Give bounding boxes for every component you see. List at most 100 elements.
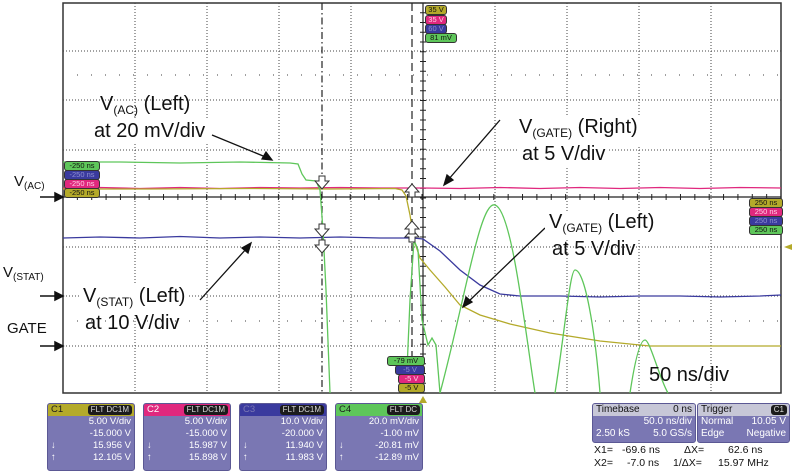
label-name: V (14, 173, 25, 190)
measure-value: 15.898 V (188, 452, 227, 463)
annot-sub: (STAT) (96, 295, 134, 309)
trace-c4-oscillation (439, 204, 669, 394)
channel-header: C3 FLT DC1M (240, 404, 326, 416)
channel-panel-c3[interactable]: C3 FLT DC1M 10.0 V/div -20.000 V ↓ 11.940 V ↑ 1… (239, 403, 327, 471)
annotation-vgate-left: V(GATE) (Left) (545, 211, 659, 240)
trigger-row-1: Normal 10.05 V (698, 416, 789, 428)
up-arrow-icon: ↑ (51, 452, 56, 463)
down-arrow-icon: ↓ (243, 440, 248, 451)
timebase-delay: 0 ns (673, 404, 692, 415)
cursor-inv-dx-label: 1/ΔX= (673, 457, 702, 469)
measure-value: -12.89 mV (375, 452, 419, 463)
annot-name: V (549, 211, 563, 233)
trace-c3 (62, 235, 782, 298)
annotation-vac-left: V(AC) (Left) (96, 93, 194, 122)
cursor-x1-value: -69.6 ns (622, 444, 660, 456)
channel-measure-up: ↑ 12.105 V (48, 452, 134, 464)
cursor-dx-label: ΔX= (684, 444, 705, 456)
offset-tag: 81 mV (425, 33, 457, 43)
channel-flags: FLT DC1M (87, 405, 132, 415)
offset-tag: 35 V (425, 5, 447, 15)
annot-suffix: (Right) (572, 116, 638, 138)
trigger-header: Trigger C1 (698, 404, 789, 416)
trigger-row-2: Edge Negative (698, 428, 789, 440)
trigger-level-marker[interactable] (784, 244, 792, 250)
cursor-markers (313, 175, 421, 254)
annot-sub: (GATE) (562, 221, 603, 235)
label-sub: (STAT) (13, 272, 44, 283)
channel-name: C2 (147, 404, 160, 415)
channel-header: C2 FLT DC1M (144, 404, 230, 416)
cursor-dx-value: 62.6 ns (728, 444, 763, 456)
annotation-vstat-left: V(STAT) (Left) (79, 285, 190, 314)
trace-c1 (63, 187, 781, 347)
channel-offset: -1.00 mV (380, 428, 419, 439)
cursor-x2-value: -7.0 ns (627, 457, 660, 469)
channel-panel-c2[interactable]: C2 FLT DC1M 5.00 V/div -15.000 V ↓ 15.987 V ↑ 1… (143, 403, 231, 471)
annotation-vgate-right-scale: at 5 V/div (518, 143, 610, 166)
channel-vdiv: 5.00 V/div (184, 416, 227, 427)
annot-suffix: (Left) (602, 211, 655, 233)
measure-value: 11.940 V (285, 440, 323, 451)
channel-measure-down: ↓ 15.987 V (144, 440, 230, 452)
annot-suffix: (Left) (133, 285, 186, 307)
annotation-vstat-scale: at 10 V/div (85, 312, 180, 334)
annotation-arrows (199, 119, 546, 309)
measure-value: 15.987 V (188, 440, 227, 451)
channel-panel-c4[interactable]: C4 FLT DC 20.0 mV/div -1.00 mV ↓ -20.81 mV ↑ -1… (335, 403, 423, 471)
channel-vdiv: 10.0 V/div (280, 416, 323, 427)
side-label-vac: V(AC) (14, 173, 45, 192)
measure-value: 11.983 V (285, 452, 323, 463)
trace-c2 (62, 186, 782, 190)
trigger-label: Trigger (701, 404, 733, 415)
annotation-vgate-left-scale: at 5 V/div (552, 238, 636, 260)
channel-measure-up: ↑ 11.983 V (240, 452, 326, 464)
trace-c4-ringing (405, 239, 441, 394)
channel-flags: FLT DC1M (183, 405, 228, 415)
down-arrow-icon: ↓ (51, 440, 56, 451)
annot-sub: (AC) (113, 103, 139, 117)
channel-measure-up: ↑ 15.898 V (144, 452, 230, 464)
side-label-gate: GATE (7, 320, 47, 337)
annot-name: V (83, 285, 97, 307)
channel-vdiv: 5.00 V/div (88, 416, 131, 427)
up-arrow-icon: ↑ (339, 452, 344, 463)
channel-panel-c1[interactable]: C1 FLT DC1M 5.00 V/div -15.000 V ↓ 15.956 V ↑ 1… (47, 403, 135, 471)
channel-offset: -15.000 V (89, 428, 131, 439)
annotation-vac-scale: at 20 mV/div (90, 120, 210, 143)
trigger-position-marker[interactable] (419, 396, 427, 403)
measure-value: 12.105 V (92, 452, 131, 463)
annot-name: V (519, 116, 533, 138)
channel-header: C4 FLT DC (336, 404, 422, 416)
side-arrows (40, 191, 65, 352)
channel-name: C4 (339, 404, 352, 415)
channel-header: C1 FLT DC1M (48, 404, 134, 416)
timebase-label: Timebase (596, 404, 640, 415)
offset-tag: -250 ns (64, 188, 100, 198)
channel-offset: -15.000 V (185, 428, 227, 439)
measure-value: -20.81 mV (375, 440, 419, 451)
trigger-panel[interactable]: Trigger C1 Normal 10.05 V Edge Negative (697, 403, 790, 443)
down-arrow-icon: ↓ (339, 440, 344, 451)
timebase-row: 2.50 kS 5.0 GS/s (593, 428, 695, 440)
annot-suffix: (Left) (138, 93, 191, 115)
side-label-vstat: V(STAT) (3, 264, 44, 283)
trigger-slope: Negative (746, 428, 786, 439)
offset-tag: 250 ns (749, 225, 783, 235)
timebase-header: Timebase 0 ns (593, 404, 695, 416)
timebase-panel[interactable]: Timebase 0 ns 50.0 ns/div 2.50 kS 5.0 GS… (592, 403, 696, 443)
channel-offset: -20.000 V (281, 428, 323, 439)
down-arrow-icon: ↓ (147, 440, 152, 451)
cursor-x2-label: X2= (594, 457, 613, 469)
up-arrow-icon: ↑ (147, 452, 152, 463)
annotation-vgate-right: V(GATE) (Right) (515, 116, 642, 145)
cursor-inv-dx-value: 15.97 MHz (718, 457, 769, 469)
channel-flags: FLT DC (386, 405, 420, 415)
trigger-source: C1 (770, 405, 787, 415)
label-name: V (3, 264, 14, 281)
label-sub: (AC) (24, 181, 45, 192)
channel-measure-down: ↓ 11.940 V (240, 440, 326, 452)
cursor-x1-label: X1= (594, 444, 613, 456)
annot-sub: (GATE) (532, 126, 573, 140)
